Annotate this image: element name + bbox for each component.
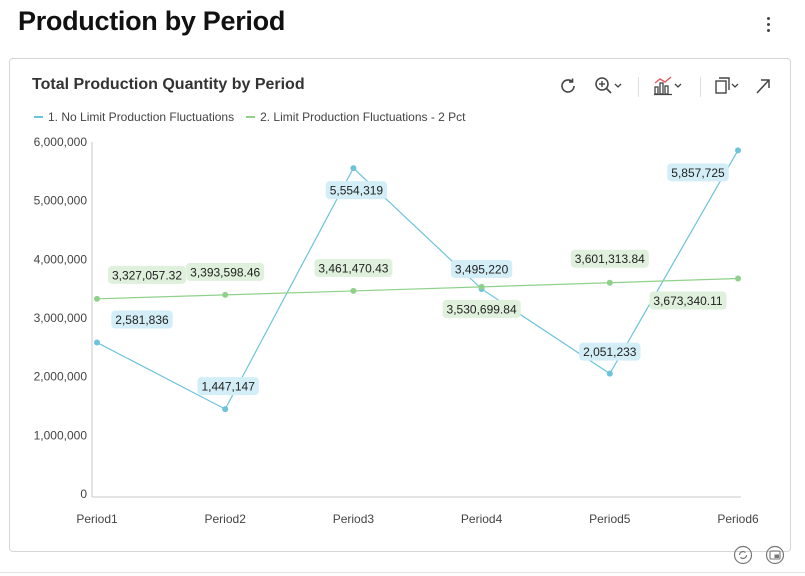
- y-tick-label: 5,000,000: [34, 194, 88, 208]
- data-label-bg-series2: [186, 262, 265, 281]
- data-point-series1: [222, 406, 229, 413]
- data-label-bg-series1: [325, 181, 388, 200]
- legend-item-series2[interactable]: 2. Limit Production Fluctuations - 2 Pct: [246, 110, 466, 124]
- data-label-series1: 2,051,233: [583, 345, 637, 359]
- legend-label-series1: 1. No Limit Production Fluctuations: [48, 110, 235, 124]
- data-label-bg-series1: [450, 259, 513, 278]
- chart-type-icon[interactable]: [653, 73, 685, 99]
- data-point-series2: [735, 275, 741, 282]
- chart-legend: 1. No Limit Production Fluctuations 2. L…: [34, 110, 466, 124]
- y-tick-label: 1,000,000: [34, 428, 88, 442]
- x-tick-label: Period1: [76, 512, 118, 526]
- data-label-bg-series1: [579, 342, 641, 361]
- y-tick-label: 0: [80, 487, 87, 501]
- legend-swatch-series1: [34, 116, 43, 118]
- data-label-series1: 3,495,220: [455, 262, 509, 276]
- data-label-series2: 3,461,470.43: [318, 261, 388, 275]
- data-label-series2: 3,530,699.84: [447, 302, 517, 316]
- toolbar-divider: [638, 77, 639, 97]
- chart-toolbar: [10, 73, 790, 99]
- y-tick-label: 4,000,000: [34, 252, 88, 266]
- series-line-1: [96, 150, 739, 410]
- data-label-series2: 3,673,340.11: [653, 294, 723, 308]
- data-point-series2: [350, 287, 357, 294]
- x-tick-label: Period2: [205, 512, 247, 526]
- data-label-bg-series2: [314, 258, 393, 277]
- legend-swatch-series2: [246, 116, 256, 118]
- data-label-bg-series1: [667, 163, 729, 182]
- x-tick-label: Period6: [717, 512, 759, 526]
- data-point-series2: [606, 279, 613, 286]
- y-tick-label: 3,000,000: [34, 311, 88, 325]
- more-options-icon[interactable]: [760, 14, 776, 36]
- bottom-bar: [0, 543, 805, 569]
- data-label-bg-series1: [111, 310, 173, 329]
- data-point-series1: [350, 165, 357, 172]
- data-point-series2: [222, 291, 229, 298]
- x-tick-label: Period5: [589, 512, 631, 526]
- sync-icon[interactable]: [733, 545, 755, 567]
- data-point-series1: [735, 147, 741, 154]
- copy-icon[interactable]: [711, 73, 743, 99]
- chart-title: Total Production Quantity by Period: [32, 76, 305, 93]
- legend-item-series1[interactable]: 1. No Limit Production Fluctuations: [34, 110, 234, 124]
- legend-label-series2: 2. Limit Production Fluctuations - 2 Pct: [260, 110, 466, 124]
- data-label-series2: 3,393,598.46: [190, 265, 260, 279]
- data-label-series1: 5,554,319: [330, 184, 384, 198]
- y-tick-label: 6,000,000: [34, 135, 88, 149]
- data-label-series2: 3,327,057.32: [112, 268, 182, 282]
- data-point-series1: [606, 370, 613, 377]
- data-label-series2: 3,601,313.84: [575, 252, 645, 266]
- x-tick-label: Period4: [461, 512, 503, 526]
- refresh-icon[interactable]: [557, 73, 579, 99]
- bottom-divider: [0, 572, 805, 573]
- y-tick-label: 2,000,000: [34, 370, 88, 384]
- series-line-2: [96, 277, 739, 300]
- toolbar-divider: [700, 77, 701, 97]
- data-labels: 2,581,836 1,447,147 5,554,319 3,495,220 2,05…: [107, 163, 729, 396]
- page-title: Production by Period: [18, 6, 286, 36]
- expand-icon[interactable]: [753, 73, 773, 99]
- data-label-bg-series2: [649, 291, 727, 310]
- data-point-series1: [94, 339, 100, 346]
- zoom-in-icon[interactable]: [593, 73, 625, 99]
- data-point-series2: [478, 283, 485, 290]
- data-label-bg-series2: [442, 299, 521, 318]
- data-label-bg-series2: [570, 249, 649, 268]
- picture-in-picture-icon[interactable]: [765, 545, 787, 567]
- data-label-bg-series1: [197, 377, 259, 396]
- data-label-series1: 2,581,836: [115, 313, 169, 327]
- data-point-series2: [94, 295, 100, 302]
- data-label-bg-series2: [107, 265, 187, 284]
- data-label-series1: 1,447,147: [202, 380, 256, 394]
- x-tick-label: Period3: [333, 512, 375, 526]
- data-label-series1: 5,857,725: [671, 166, 725, 180]
